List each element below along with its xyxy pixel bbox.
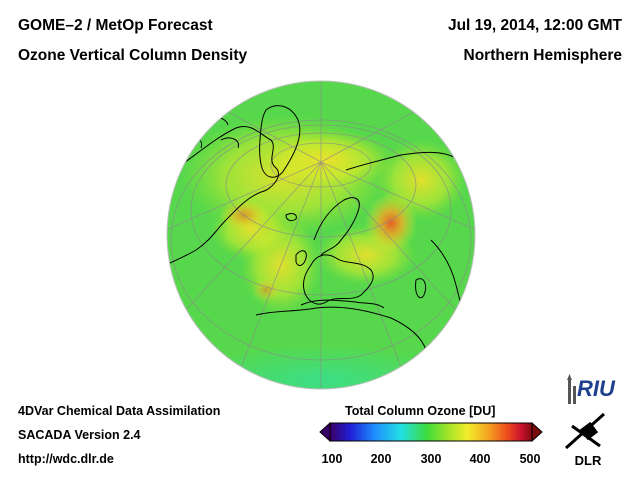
version-label: SACADA Version 2.4 <box>18 428 141 442</box>
colorbar-tick-500: 500 <box>519 452 541 466</box>
forecast-datetime: Jul 19, 2014, 12:00 GMT <box>447 17 622 34</box>
ozone-hotspot-russia <box>365 193 417 253</box>
hemisphere-globe-map <box>166 80 476 390</box>
map-subtitle: Ozone Vertical Column Density <box>18 47 248 64</box>
coast-uk <box>295 250 307 266</box>
source-url: http://wdc.dlr.de <box>18 452 114 466</box>
coast-iceland <box>285 213 297 222</box>
ozone-hotspot-atlantic <box>252 278 280 302</box>
region-label: Northern Hemisphere <box>463 47 622 64</box>
map-title: GOME–2 / MetOp Forecast <box>18 17 213 34</box>
colorbar-gradient <box>329 422 533 442</box>
coast-north-america <box>167 126 279 266</box>
dlr-logo: DLR <box>564 412 606 468</box>
colorbar-tick-400: 400 <box>469 452 491 466</box>
coast-mediterranean <box>300 299 385 309</box>
colorbar-title: Total Column Ozone [DU] <box>345 404 496 418</box>
globe-outline <box>166 80 476 390</box>
colorbar-tick-300: 300 <box>420 452 442 466</box>
colorbar-high-arrow <box>531 421 543 443</box>
colorbar-tick-200: 200 <box>370 452 392 466</box>
coast-caspian <box>415 278 427 299</box>
dlr-logo-text: DLR <box>575 453 602 468</box>
riu-logo-text: RIU <box>577 376 616 401</box>
riu-logo: RIU <box>567 374 616 404</box>
model-label: 4DVar Chemical Data Assimilation <box>18 404 221 418</box>
colorbar-tick-100: 100 <box>321 452 343 466</box>
coast-scandinavia <box>313 197 360 256</box>
coast-europe <box>303 254 374 305</box>
colorbar-low-arrow <box>319 421 331 443</box>
colorbar <box>319 421 543 443</box>
coast-greenland <box>259 105 301 178</box>
